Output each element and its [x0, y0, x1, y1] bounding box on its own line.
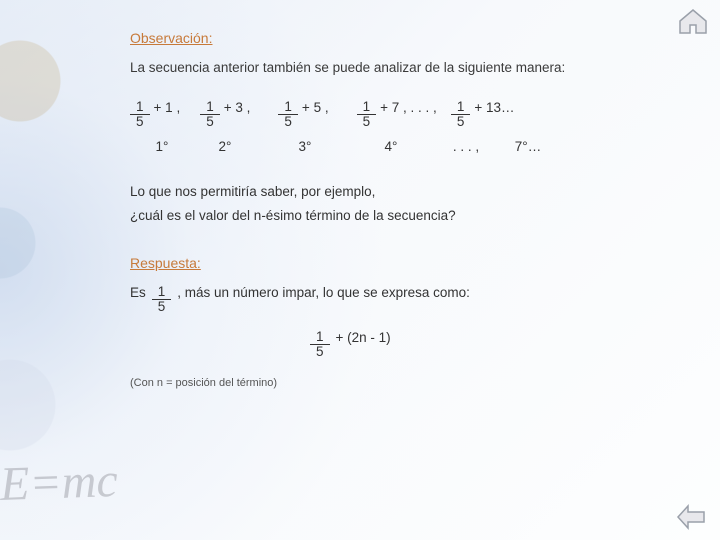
fraction-denominator: 5	[357, 115, 377, 129]
ordinal-label: 7°…	[498, 139, 558, 154]
fraction-numerator: 1	[152, 285, 172, 300]
fraction-numerator: 1	[357, 100, 377, 115]
fraction-numerator: 1	[130, 100, 150, 115]
question-line-1: Lo que nos permitiría saber, por ejemplo…	[130, 180, 660, 204]
formula-line: 1 5 + (2n - 1)	[310, 330, 660, 359]
back-arrow-icon	[676, 504, 706, 530]
ordinal-label: 4°	[348, 139, 434, 154]
formula-add: + (2n - 1)	[336, 330, 391, 346]
sequence-row: 1 5 + 1 , 1 5 + 3 , 1 5 + 5 , 1 5 + 7	[130, 100, 660, 129]
fraction-numerator: 1	[451, 100, 471, 115]
question-block: Lo que nos permitiría saber, por ejemplo…	[130, 180, 660, 229]
sequence-term: 1 5 + 5 ,	[278, 100, 330, 129]
sequence-term: 1 5 + 7 , . . . ,	[357, 100, 439, 129]
fraction: 1 5	[278, 100, 298, 129]
ordinal-label: 2°	[188, 139, 262, 154]
question-line-2: ¿cuál es el valor del n-ésimo término de…	[130, 204, 660, 228]
fraction-denominator: 5	[152, 300, 172, 314]
slide-content: Observación: La secuencia anterior tambi…	[130, 30, 660, 389]
fraction-denominator: 5	[200, 115, 220, 129]
sequence-term: 1 5 + 1 ,	[130, 100, 182, 129]
ordinal-label: 3°	[262, 139, 348, 154]
fraction-denominator: 5	[310, 345, 330, 359]
plus-text: + 7 , . . . ,	[376, 100, 439, 116]
plus-text: + 3 ,	[220, 100, 253, 116]
fraction-numerator: 1	[200, 100, 220, 115]
ordinal-ellipsis: . . . ,	[434, 139, 498, 154]
fraction: 1 5	[310, 330, 330, 359]
sequence-term: 1 5 + 3 ,	[200, 100, 252, 129]
intro-text: La secuencia anterior también se puede a…	[130, 58, 660, 78]
ordinal-label: 1°	[130, 139, 188, 154]
ordinal-row: 1° 2° 3° 4° . . . , 7°…	[130, 139, 660, 154]
fraction-denominator: 5	[451, 115, 471, 129]
plus-text: + 1 ,	[150, 100, 183, 116]
response-mid: , más un número impar, lo que se expresa…	[177, 285, 470, 301]
note-text: (Con n = posición del término)	[130, 377, 660, 389]
fraction: 1 5	[200, 100, 220, 129]
observation-heading: Observación:	[130, 30, 660, 46]
response-prefix: Es	[130, 285, 146, 300]
background-formula: E=mc	[0, 453, 119, 512]
fraction-denominator: 5	[130, 115, 150, 129]
fraction-numerator: 1	[278, 100, 298, 115]
back-button[interactable]	[676, 504, 706, 530]
home-button[interactable]	[676, 6, 710, 36]
response-heading: Respuesta:	[130, 255, 660, 271]
fraction: 1 5	[451, 100, 471, 129]
fraction: 1 5	[152, 285, 172, 314]
fraction-numerator: 1	[310, 330, 330, 345]
response-line: Es 1 5 , más un número impar, lo que se …	[130, 285, 660, 314]
home-icon	[676, 6, 710, 36]
fraction-denominator: 5	[278, 115, 298, 129]
fraction: 1 5	[130, 100, 150, 129]
fraction: 1 5	[357, 100, 377, 129]
sequence-term: 1 5 + 13…	[451, 100, 517, 129]
plus-text: + 5 ,	[298, 100, 331, 116]
plus-text: + 13…	[470, 100, 516, 116]
